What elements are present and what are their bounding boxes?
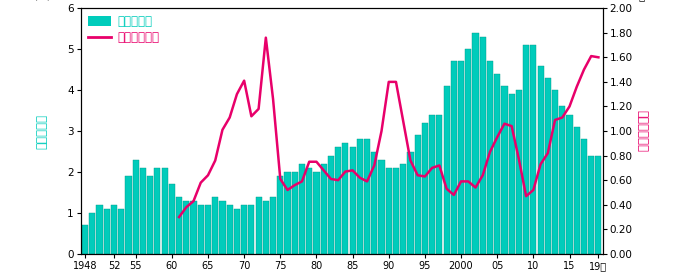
Bar — [523, 45, 529, 254]
Bar — [473, 33, 479, 254]
Bar — [552, 90, 558, 254]
Bar — [581, 139, 587, 254]
Bar — [487, 61, 493, 254]
Bar — [436, 115, 442, 254]
Bar — [342, 143, 349, 254]
Text: 完全失業率: 完全失業率 — [35, 114, 48, 148]
Bar — [154, 168, 160, 254]
Bar — [588, 156, 594, 254]
Bar — [480, 37, 486, 254]
Bar — [219, 201, 225, 254]
Bar — [82, 225, 88, 254]
Bar — [284, 172, 290, 254]
Bar — [494, 74, 500, 254]
Text: 倍: 倍 — [639, 0, 645, 1]
Bar — [176, 197, 182, 254]
Bar — [501, 86, 508, 254]
Bar — [241, 205, 247, 254]
Bar — [197, 205, 204, 254]
Bar — [371, 152, 377, 254]
Bar — [400, 164, 406, 254]
Bar — [183, 201, 190, 254]
Bar — [97, 205, 103, 254]
Bar — [596, 156, 601, 254]
Bar — [357, 139, 363, 254]
Bar — [328, 156, 334, 254]
Bar — [118, 209, 125, 254]
Bar — [566, 115, 573, 254]
Bar — [393, 168, 399, 254]
Bar — [111, 205, 117, 254]
Bar — [349, 147, 356, 254]
Bar — [531, 45, 536, 254]
Bar — [140, 168, 146, 254]
Bar — [262, 201, 269, 254]
Bar — [545, 78, 551, 254]
Bar — [256, 197, 262, 254]
Bar — [162, 168, 168, 254]
Bar — [169, 184, 175, 254]
Bar — [574, 127, 580, 254]
Bar — [407, 152, 414, 254]
Bar — [451, 61, 457, 254]
Bar — [538, 65, 544, 254]
Bar — [306, 168, 312, 254]
Bar — [321, 164, 327, 254]
Legend: 完全失業率, 有効求人倍率: 完全失業率, 有効求人倍率 — [83, 10, 164, 49]
Text: 有効求人倍率: 有効求人倍率 — [636, 110, 648, 152]
Bar — [89, 213, 95, 254]
Bar — [516, 90, 522, 254]
Bar — [248, 205, 254, 254]
Bar — [559, 106, 566, 254]
Bar — [234, 209, 240, 254]
Bar — [379, 160, 384, 254]
Bar — [277, 176, 284, 254]
Bar — [458, 61, 464, 254]
Bar — [147, 176, 153, 254]
Bar — [104, 209, 110, 254]
Bar — [444, 86, 449, 254]
Bar — [292, 172, 298, 254]
Bar — [212, 197, 218, 254]
Bar — [422, 123, 428, 254]
Bar — [364, 139, 370, 254]
Bar — [466, 49, 471, 254]
Bar — [386, 168, 392, 254]
Bar — [299, 164, 305, 254]
Bar — [509, 94, 514, 254]
Bar — [429, 115, 435, 254]
Text: (%): (%) — [33, 0, 50, 1]
Bar — [205, 205, 211, 254]
Bar — [270, 197, 276, 254]
Bar — [227, 205, 233, 254]
Bar — [132, 160, 139, 254]
Bar — [125, 176, 132, 254]
Bar — [314, 172, 319, 254]
Bar — [190, 201, 197, 254]
Bar — [335, 147, 341, 254]
Bar — [414, 135, 421, 254]
